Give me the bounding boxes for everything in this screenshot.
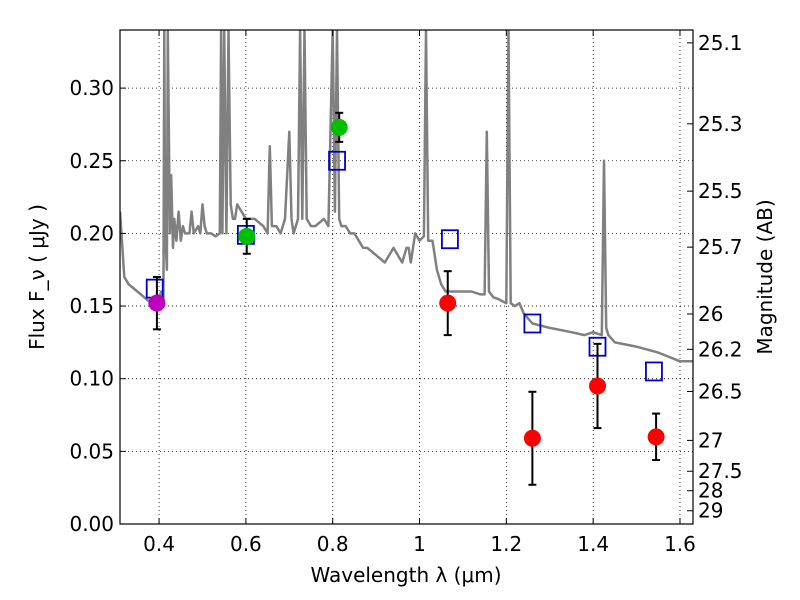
grid-lines bbox=[120, 30, 693, 525]
spectrum-line bbox=[120, 30, 693, 363]
y2-tick-label: 26.5 bbox=[698, 379, 743, 403]
model-square-point bbox=[645, 361, 663, 382]
observed-point bbox=[589, 377, 606, 395]
x-tick-label: 0.4 bbox=[143, 532, 175, 556]
y2-tick-label: 27 bbox=[698, 428, 723, 452]
y2-tick-label: 28 bbox=[698, 479, 723, 503]
x-tick-label: 1 bbox=[413, 532, 426, 556]
x-tick-label: 0.8 bbox=[317, 532, 349, 556]
y-tick-label: 0.10 bbox=[69, 367, 114, 391]
observed-point bbox=[330, 118, 348, 136]
observed-point bbox=[439, 294, 457, 312]
y2-tick-label: 29 bbox=[698, 499, 723, 523]
y-tick-label: 0.30 bbox=[69, 76, 114, 100]
y-tick-label: 0.05 bbox=[69, 439, 114, 463]
y2-tick-label: 27.5 bbox=[698, 459, 743, 483]
plot-frame bbox=[119, 29, 694, 525]
y-axis-label: Flux F_ν ( μJy ) bbox=[25, 204, 49, 350]
marker-layer bbox=[145, 111, 665, 486]
y-tick-label: 0.15 bbox=[69, 294, 114, 318]
spectrum-layer bbox=[120, 30, 693, 363]
y2-tick-label: 25.7 bbox=[698, 235, 743, 259]
y2-tick-label: 26.2 bbox=[698, 337, 743, 361]
y2-tick-label: 26 bbox=[698, 302, 723, 326]
y-axis-ticks: 0.00 0.05 0.10 0.15 0.20 0.25 0.30 bbox=[69, 76, 126, 536]
x-tick-label: 1.4 bbox=[577, 532, 609, 556]
observed-point bbox=[523, 429, 541, 447]
y-tick-label: 0.20 bbox=[69, 221, 114, 245]
model-square-point bbox=[328, 150, 346, 171]
y-tick-label: 0.25 bbox=[69, 149, 114, 173]
x-tick-label: 0.6 bbox=[230, 532, 262, 556]
observed-point bbox=[647, 428, 665, 446]
y2-tick-label: 25.5 bbox=[698, 179, 743, 203]
x-axis-ticks: 0.4 0.6 0.8 1 1.2 1.4 1.6 bbox=[143, 30, 696, 556]
observed-point bbox=[148, 294, 166, 312]
y2-tick-label: 25.3 bbox=[698, 112, 743, 136]
model-square-point bbox=[523, 313, 542, 334]
y2-tick-label: 25.1 bbox=[698, 31, 743, 55]
observed-point bbox=[238, 227, 256, 245]
x-tick-label: 1.2 bbox=[490, 532, 522, 556]
y2-axis-label: Magnitude (AB) bbox=[753, 199, 777, 354]
y-tick-label: 0.00 bbox=[69, 512, 114, 536]
x-tick-label: 1.6 bbox=[664, 532, 696, 556]
model-square-point bbox=[441, 229, 459, 250]
x-axis-label: Wavelength λ (μm) bbox=[310, 563, 501, 587]
